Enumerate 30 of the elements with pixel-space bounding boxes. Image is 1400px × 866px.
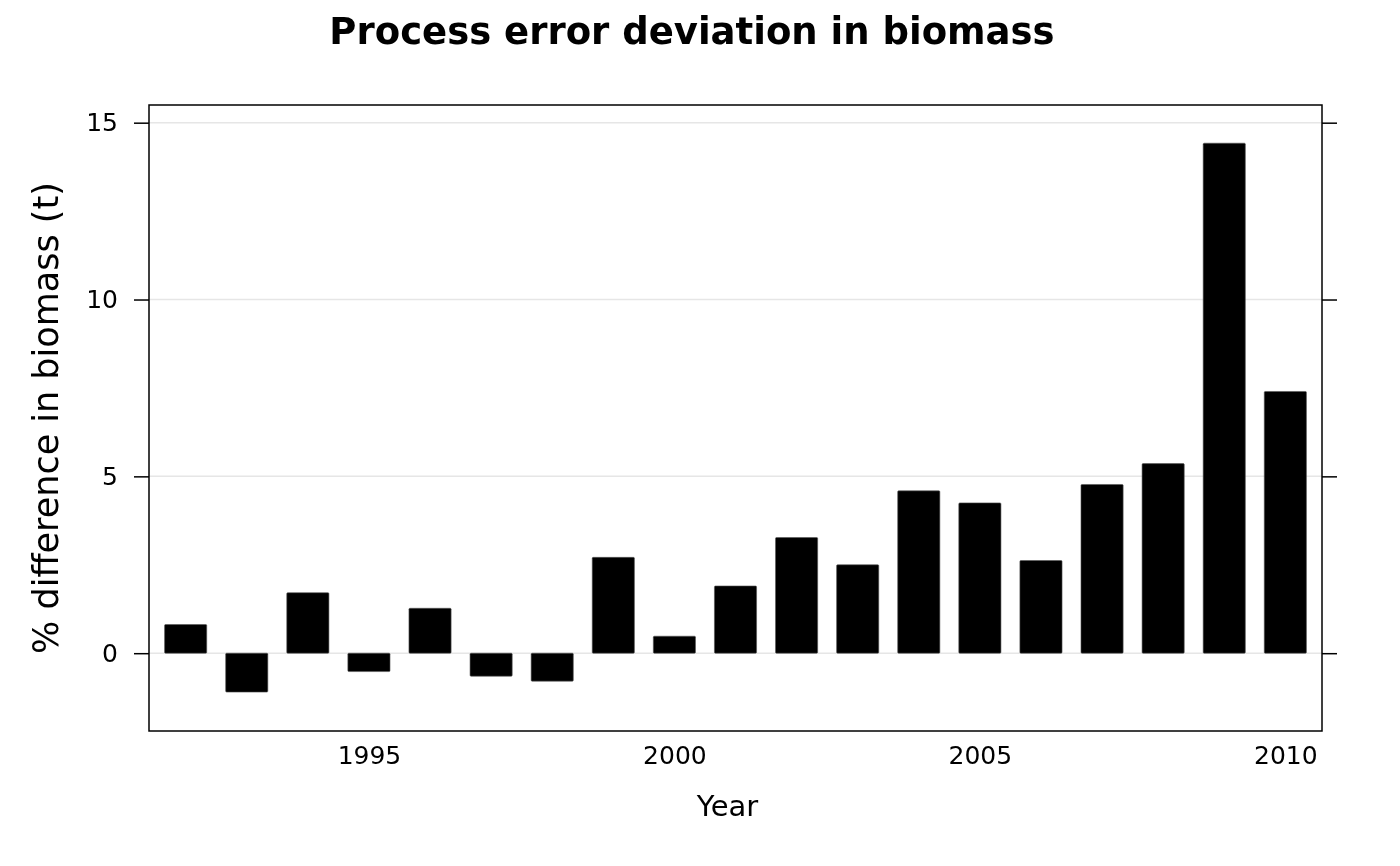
bar xyxy=(408,607,452,654)
bar xyxy=(1263,391,1307,654)
bar xyxy=(958,502,1002,654)
y-tick-label: 10 xyxy=(86,285,118,315)
y-tick-label: 0 xyxy=(102,638,118,668)
x-tick-label: 1995 xyxy=(337,740,402,770)
bar xyxy=(836,564,880,654)
bar xyxy=(469,652,513,677)
x-tick-label: 2000 xyxy=(643,740,707,770)
bar xyxy=(591,557,635,654)
bar xyxy=(225,652,269,693)
x-tick-label: 2010 xyxy=(1254,740,1318,770)
bar xyxy=(653,635,696,654)
y-axis-title: % difference in biomass (t) xyxy=(26,182,67,654)
y-tick-label: 5 xyxy=(102,461,118,491)
bar xyxy=(164,624,208,654)
bar xyxy=(775,537,818,654)
bar xyxy=(897,490,941,654)
bar xyxy=(1141,463,1185,654)
bar xyxy=(530,652,574,682)
x-axis-title: Year xyxy=(695,789,759,823)
bar xyxy=(1019,560,1063,654)
bar xyxy=(1080,484,1124,654)
bar xyxy=(714,585,757,654)
chart-title: Process error deviation in biomass xyxy=(329,10,1055,53)
y-tick-label: 15 xyxy=(86,108,118,138)
bar xyxy=(1202,142,1246,654)
x-tick-label: 2005 xyxy=(948,740,1013,770)
bar xyxy=(286,592,330,654)
bar xyxy=(347,652,391,672)
